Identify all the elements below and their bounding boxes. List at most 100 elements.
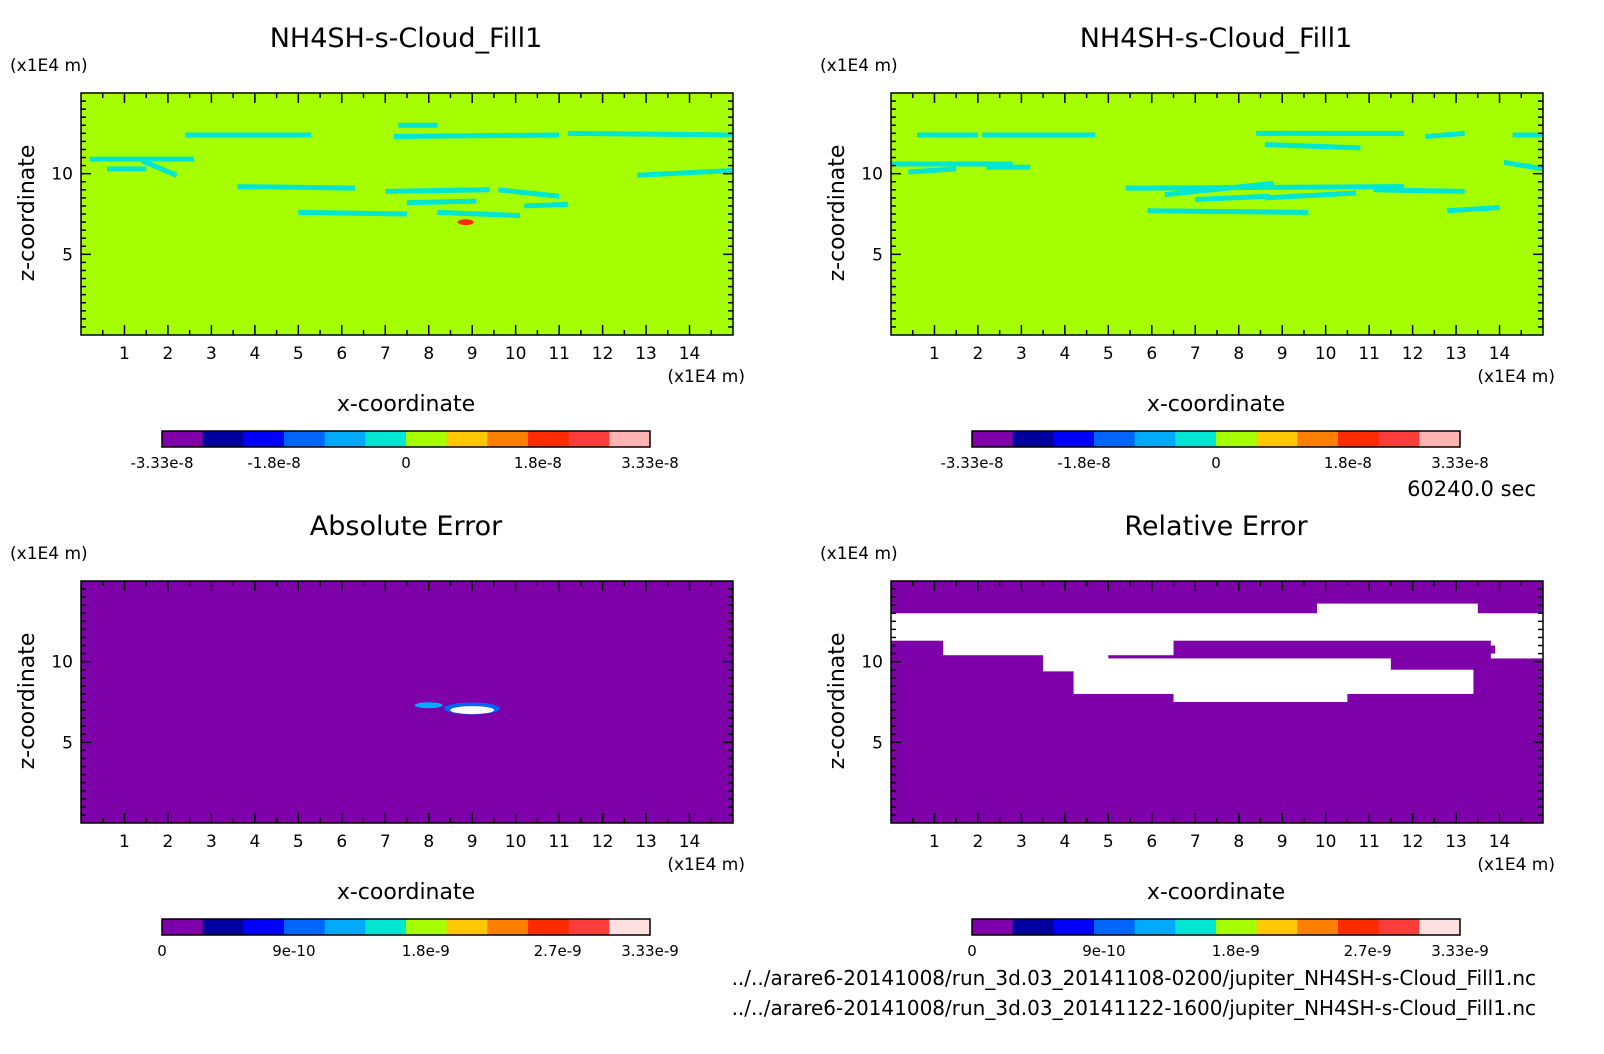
x-tick-label: 2 bbox=[163, 344, 174, 364]
y-tick-label: 10 bbox=[861, 653, 883, 673]
x-axis-label: x-coordinate bbox=[1147, 880, 1285, 905]
colorbar-tick-label: 1.8e-8 bbox=[514, 454, 562, 472]
panel-title: NH4SH-s-Cloud_Fill1 bbox=[270, 23, 543, 54]
x-tick-label: 14 bbox=[1489, 832, 1511, 852]
x-tick-label: 14 bbox=[1489, 344, 1511, 364]
plot-features bbox=[414, 702, 501, 715]
x-axis-label: x-coordinate bbox=[337, 392, 475, 417]
colorbar-tick-label: 1.8e-9 bbox=[1212, 942, 1260, 960]
colorbar-tick-label: 1.8e-8 bbox=[1324, 454, 1372, 472]
y-axis-label: z-coordinate bbox=[825, 145, 850, 282]
colorbar-segment bbox=[1378, 919, 1420, 935]
x-tick-label: 2 bbox=[163, 832, 174, 852]
colorbar: -3.33e-8 -1.8e-8 0 1.8e-8 3.33e-8 bbox=[941, 430, 1489, 472]
x-tick-label: 8 bbox=[1233, 344, 1244, 364]
cloud-contour bbox=[567, 130, 734, 138]
y-tick-label: 10 bbox=[51, 165, 73, 185]
colorbar-frame bbox=[971, 918, 1461, 936]
x-tick-label: 7 bbox=[1190, 832, 1201, 852]
y-tick-label: 5 bbox=[62, 245, 73, 265]
cloud-contour bbox=[1264, 142, 1361, 151]
y-axis-label: z-coordinate bbox=[825, 633, 850, 770]
colorbar-frame bbox=[161, 430, 651, 448]
colorbar-segment bbox=[1297, 431, 1339, 447]
colorbar-segment bbox=[1094, 919, 1136, 935]
x-unit-label: (x1E4 m) bbox=[667, 855, 745, 875]
x-tick-label: 10 bbox=[505, 832, 527, 852]
colorbar-tick-label: 1.8e-9 bbox=[402, 942, 450, 960]
y-tick-label: 5 bbox=[872, 733, 883, 753]
cloud-contour bbox=[498, 187, 560, 199]
cloud-contour bbox=[1373, 187, 1465, 194]
colorbar-tick-label: -1.8e-8 bbox=[1057, 454, 1110, 472]
y-axis-label: z-coordinate bbox=[15, 633, 40, 770]
x-tick-label: 11 bbox=[548, 344, 570, 364]
x-tick-label: 7 bbox=[380, 832, 391, 852]
tick-marks bbox=[81, 93, 733, 335]
cloud-contour bbox=[1147, 208, 1309, 215]
panel-4: Relative Error(x1E4 m)1 2 3 4 5 6 7 8 9 10 11 12 13 1… bbox=[820, 511, 1555, 960]
colorbar-segment bbox=[1256, 431, 1298, 447]
colorbar-frame bbox=[971, 430, 1461, 448]
x-tick-label: 14 bbox=[679, 344, 701, 364]
colorbar-segment bbox=[1175, 431, 1217, 447]
colorbar-segment bbox=[1012, 431, 1054, 447]
colorbar-tick-label: 0 bbox=[401, 454, 411, 472]
colorbar-segment bbox=[162, 431, 204, 447]
colorbar-segment bbox=[406, 919, 448, 935]
cloud-contour bbox=[1503, 159, 1544, 172]
tick-marks bbox=[891, 93, 1543, 335]
colorbar-tick-label: 9e-10 bbox=[272, 942, 315, 960]
cloud-contour bbox=[385, 187, 490, 194]
panel-2: NH4SH-s-Cloud_Fill1(x1E4 m)1 2 3 4 5 6 7 8 9 10 11… bbox=[820, 23, 1555, 472]
y-tick-label: 10 bbox=[51, 653, 73, 673]
cloud-contour bbox=[1447, 205, 1500, 214]
colorbar-segment bbox=[972, 919, 1014, 935]
plot-features bbox=[891, 130, 1544, 215]
relative-error-patch bbox=[1043, 658, 1391, 672]
colorbar-segment bbox=[162, 919, 204, 935]
colorbar-segment bbox=[1419, 919, 1461, 935]
x-tick-label: 4 bbox=[249, 832, 260, 852]
relative-error-gap bbox=[908, 645, 944, 654]
colorbar-segment bbox=[609, 919, 651, 935]
error-blob-core bbox=[450, 706, 495, 715]
x-unit-label: (x1E4 m) bbox=[1477, 855, 1555, 875]
colorbar-tick-label: -1.8e-8 bbox=[247, 454, 300, 472]
x-tick-label: 8 bbox=[423, 832, 434, 852]
x-tick-label: 1 bbox=[119, 344, 130, 364]
colorbar-tick-label: 0 bbox=[967, 942, 977, 960]
colorbar-segment bbox=[1256, 919, 1298, 935]
x-tick-label: 10 bbox=[505, 344, 527, 364]
x-axis-label: x-coordinate bbox=[1147, 392, 1285, 417]
colorbar-segment bbox=[202, 431, 244, 447]
x-tick-label: 3 bbox=[1016, 344, 1027, 364]
colorbar-segment bbox=[1297, 919, 1339, 935]
x-tick-label: 2 bbox=[973, 344, 984, 364]
panel-1: NH4SH-s-Cloud_Fill1(x1E4 m)1 2 3 4 5 6 7 8 9 10 11… bbox=[10, 23, 745, 472]
colorbar-segment bbox=[324, 431, 366, 447]
x-tick-label: 6 bbox=[1146, 832, 1157, 852]
file-path-1: ../../arare6-20141008/run_3d.03_20141108… bbox=[732, 966, 1536, 990]
colorbar-segment bbox=[243, 431, 285, 447]
colorbar-tick-label: 2.7e-9 bbox=[1344, 942, 1392, 960]
y-tick-label: 5 bbox=[872, 245, 883, 265]
colorbar-segment bbox=[284, 431, 326, 447]
x-tick-label: 12 bbox=[592, 344, 614, 364]
y-unit-label: (x1E4 m) bbox=[820, 544, 898, 564]
colorbar-segment bbox=[446, 919, 488, 935]
cloud-contour bbox=[298, 209, 408, 217]
colorbar: -3.33e-8 -1.8e-8 0 1.8e-8 3.33e-8 bbox=[131, 430, 679, 472]
plot-features bbox=[891, 603, 1543, 702]
x-tick-label: 9 bbox=[467, 344, 478, 364]
colorbar-segment bbox=[487, 919, 529, 935]
colorbar-segment bbox=[1216, 431, 1258, 447]
panel-title: NH4SH-s-Cloud_Fill1 bbox=[1080, 23, 1353, 54]
plot-area bbox=[891, 93, 1543, 335]
x-tick-label: 6 bbox=[336, 344, 347, 364]
colorbar-segment bbox=[1094, 431, 1136, 447]
y-axis-label: z-coordinate bbox=[15, 145, 40, 282]
x-tick-label: 12 bbox=[1402, 344, 1424, 364]
cloud-contour bbox=[437, 209, 521, 219]
